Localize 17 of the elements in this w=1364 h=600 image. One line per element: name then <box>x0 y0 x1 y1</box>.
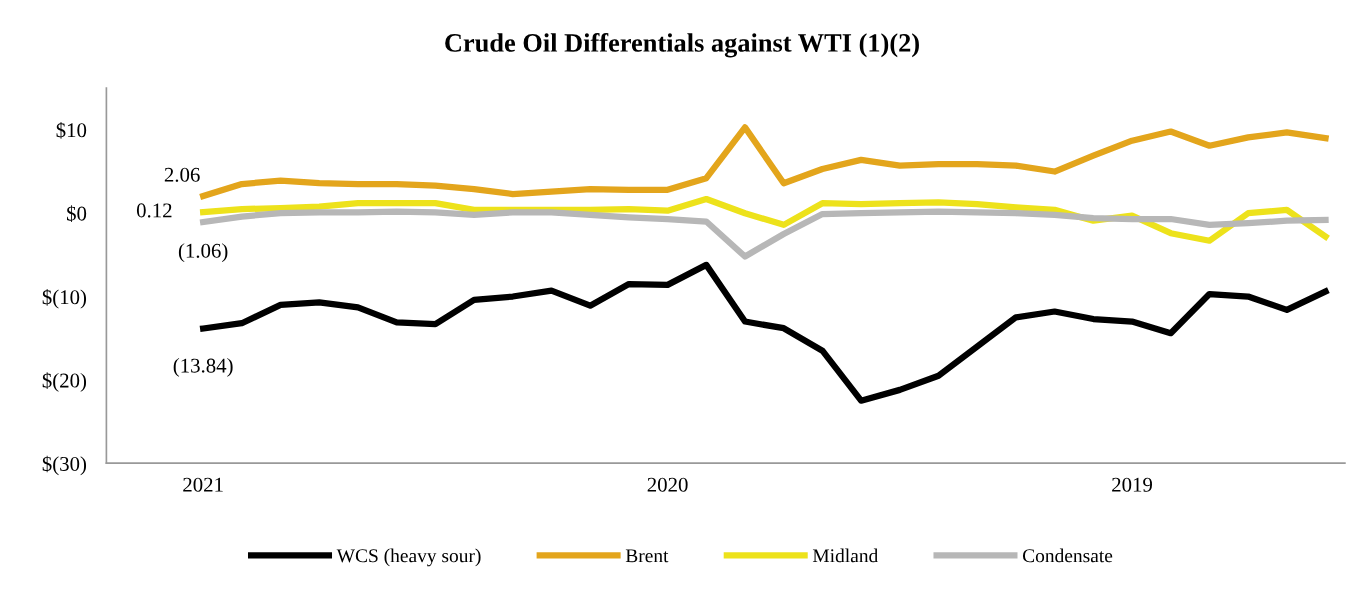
y-tick-label: $(30) <box>42 455 87 476</box>
legend-label: Condensate <box>1022 548 1113 563</box>
data-label: 2.06 <box>164 167 200 182</box>
legend-label: WCS (heavy sour) <box>336 548 481 567</box>
x-tick-label: 2021 <box>183 477 223 492</box>
legend-label: Midland <box>812 548 879 563</box>
data-label: (1.06) <box>178 243 228 263</box>
legend-label: Brent <box>625 549 669 563</box>
x-tick-label: 2020 <box>647 477 688 492</box>
y-tick-label: $0 <box>67 205 87 223</box>
y-tick-label: $10 <box>56 122 87 139</box>
y-tick-label: $(20) <box>42 372 87 392</box>
y-tick-label: $(10) <box>42 288 87 309</box>
data-label: (13.84) <box>173 357 233 377</box>
chart-title: Crude Oil Differentials against WTI (1)(2) <box>445 33 919 58</box>
data-label: 0.12 <box>136 203 172 218</box>
x-tick-label: 2019 <box>1112 477 1153 492</box>
